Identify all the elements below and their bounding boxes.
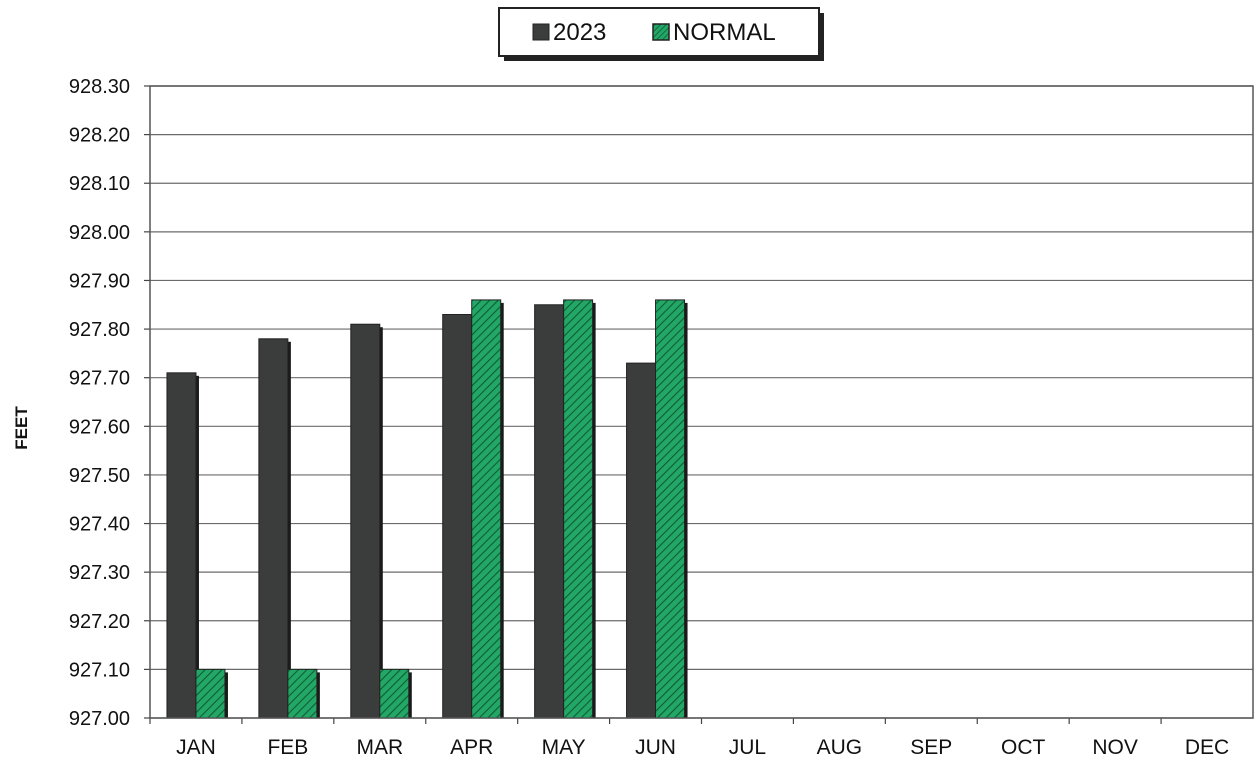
bar-2023-feb: [258, 338, 289, 719]
x-tick-label: JUL: [729, 736, 766, 759]
legend-label-2023: 2023: [553, 19, 606, 46]
y-tick-label: 928.00: [69, 222, 130, 244]
x-tick-label: AUG: [817, 736, 863, 759]
y-tick-label: 927.60: [69, 416, 130, 438]
gridlines: [144, 85, 1253, 719]
x-tick-label: FEB: [267, 736, 308, 759]
legend-swatch-2023: [532, 23, 550, 41]
bar-normal-jun: [655, 299, 686, 719]
bar-2023-jun: [626, 362, 657, 719]
y-axis-label: FEET: [12, 406, 31, 450]
y-tick-label: 927.50: [69, 465, 130, 487]
bars: [166, 299, 688, 719]
bar-2023-jan: [166, 372, 197, 719]
y-tick-label: 927.10: [69, 659, 130, 681]
bar-normal-jan: [195, 668, 226, 719]
y-tick-label: 928.20: [69, 125, 130, 147]
x-tick-label: NOV: [1092, 736, 1138, 759]
x-tick-label: MAR: [356, 736, 403, 759]
x-tick-label: MAY: [542, 736, 586, 759]
bar-2023-mar: [350, 323, 381, 719]
x-tick-label: JAN: [176, 736, 216, 759]
x-tick-label: SEP: [910, 736, 952, 759]
bar-2023-may: [534, 304, 565, 719]
bar-normal-apr: [471, 299, 502, 719]
y-tick-label: 927.70: [69, 368, 130, 390]
x-tick-label: JUN: [635, 736, 676, 759]
y-tick-label: 928.30: [69, 76, 130, 98]
bar-normal-may: [563, 299, 594, 719]
y-tick-label: 927.40: [69, 514, 130, 536]
x-tick-label: DEC: [1185, 736, 1229, 759]
y-tick-label: 927.80: [69, 319, 130, 341]
x-tick-labels: JAN FEB MAR APR MAY JUN JUL AUG SEP OCT NOV DEC: [149, 718, 1229, 759]
plot-frame: [149, 85, 1254, 719]
legend: 2023 NORMAL: [498, 7, 824, 61]
y-tick-label: 928.10: [69, 173, 130, 195]
y-tick-labels: 928.30 928.20 928.10 928.00 927.90 927.80 927.…: [69, 76, 130, 730]
legend-label-normal: NORMAL: [673, 19, 776, 46]
y-tick-label: 927.00: [69, 708, 130, 730]
x-tick-label: OCT: [1001, 736, 1046, 759]
y-tick-label: 927.30: [69, 562, 130, 584]
bar-normal-feb: [287, 668, 318, 719]
bar-2023-apr: [442, 313, 473, 719]
y-tick-label: 927.20: [69, 611, 130, 633]
bar-normal-mar: [379, 668, 410, 719]
y-tick-label: 927.90: [69, 270, 130, 292]
legend-swatch-normal: [652, 23, 670, 41]
x-tick-label: APR: [450, 736, 493, 759]
